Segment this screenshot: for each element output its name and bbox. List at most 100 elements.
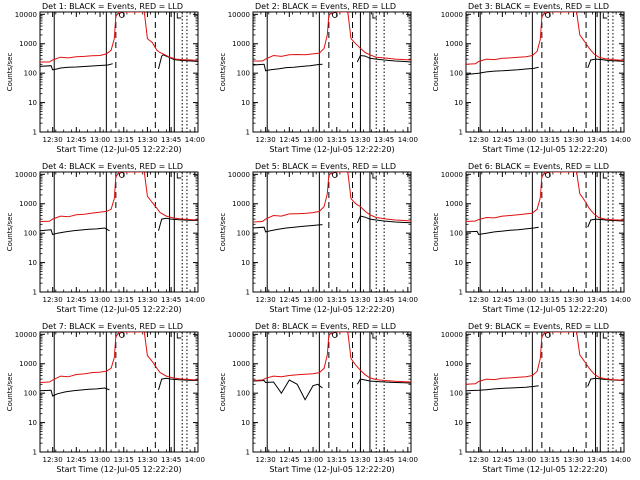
x-axis-label: Start Time (12-Jul-05 12:22:20) bbox=[56, 465, 181, 474]
x-tick-label: 12:30 bbox=[469, 296, 489, 304]
x-tick-label: 13:00 bbox=[516, 296, 536, 304]
y-tick-label: 1000 bbox=[19, 40, 37, 48]
x-tick-label: 13:15 bbox=[327, 296, 347, 304]
x-tick-label: 12:30 bbox=[43, 136, 63, 144]
event-glyph-circle bbox=[331, 332, 338, 338]
y-axis-label: Counts/sec bbox=[6, 213, 14, 252]
event-glyph-bracket bbox=[602, 13, 608, 19]
y-tick-label: 10 bbox=[241, 99, 250, 107]
x-tick-label: 13:00 bbox=[303, 136, 323, 144]
y-tick-label: 10000 bbox=[228, 331, 250, 339]
x-tick-label: 13:45 bbox=[587, 296, 607, 304]
series-line-events bbox=[40, 377, 198, 397]
y-axis-label: Counts/sec bbox=[219, 373, 227, 412]
x-tick-label: 12:45 bbox=[492, 456, 512, 464]
x-tick-label: 13:15 bbox=[540, 296, 560, 304]
x-tick-label: 12:30 bbox=[256, 296, 276, 304]
x-axis-label: Start Time (12-Jul-05 12:22:20) bbox=[482, 305, 607, 314]
x-tick-label: 14:00 bbox=[398, 136, 418, 144]
y-tick-label: 1 bbox=[246, 449, 250, 457]
event-glyph-circle bbox=[331, 172, 338, 178]
series-line-lld bbox=[253, 332, 411, 383]
y-axis-label: Counts/sec bbox=[6, 53, 14, 92]
x-axis-label: Start Time (12-Jul-05 12:22:20) bbox=[482, 465, 607, 474]
x-tick-label: 12:45 bbox=[66, 136, 86, 144]
x-tick-label: 13:30 bbox=[350, 136, 370, 144]
series-line-lld bbox=[466, 12, 624, 65]
x-axis-label: Start Time (12-Jul-05 12:22:20) bbox=[56, 145, 181, 154]
x-tick-label: 12:45 bbox=[279, 136, 299, 144]
series-line-lld bbox=[466, 172, 624, 222]
x-axis-label: Start Time (12-Jul-05 12:22:20) bbox=[269, 305, 394, 314]
event-glyph-bracket bbox=[372, 333, 377, 339]
y-tick-label: 1000 bbox=[445, 200, 463, 208]
x-tick-label: 13:00 bbox=[90, 136, 110, 144]
y-axis-label: Counts/sec bbox=[432, 53, 440, 92]
x-tick-label: 13:45 bbox=[374, 456, 394, 464]
y-tick-label: 100 bbox=[450, 70, 463, 78]
x-tick-label: 12:45 bbox=[279, 296, 299, 304]
x-tick-label: 13:45 bbox=[374, 296, 394, 304]
y-axis-label: Counts/sec bbox=[432, 213, 440, 252]
panel-title: Det 3: BLACK = Events, RED = LLD bbox=[468, 2, 609, 11]
y-tick-label: 1000 bbox=[232, 40, 250, 48]
event-glyph-circle bbox=[544, 172, 551, 178]
chart-panel-det-4: Det 4: BLACK = Events, RED = LLD 1 10 100 10… bbox=[6, 162, 205, 314]
series-line-events bbox=[40, 217, 198, 236]
x-tick-label: 13:45 bbox=[587, 136, 607, 144]
x-tick-label: 13:45 bbox=[587, 456, 607, 464]
y-tick-label: 100 bbox=[237, 390, 250, 398]
y-tick-label: 100 bbox=[450, 230, 463, 238]
y-axis-label: Counts/sec bbox=[6, 373, 14, 412]
y-tick-label: 10000 bbox=[441, 171, 463, 179]
x-tick-label: 13:00 bbox=[303, 296, 323, 304]
x-tick-label: 14:00 bbox=[611, 136, 631, 144]
x-tick-label: 14:00 bbox=[185, 136, 205, 144]
x-tick-label: 13:15 bbox=[114, 136, 134, 144]
panel-title: Det 1: BLACK = Events, RED = LLD bbox=[42, 2, 183, 11]
y-tick-label: 1 bbox=[459, 289, 463, 297]
x-tick-label: 13:45 bbox=[161, 456, 181, 464]
y-tick-label: 100 bbox=[237, 70, 250, 78]
y-tick-label: 10000 bbox=[15, 171, 37, 179]
x-tick-label: 13:15 bbox=[327, 136, 347, 144]
series-line-events bbox=[253, 378, 411, 401]
y-tick-label: 1 bbox=[246, 289, 250, 297]
chart-panel-det-7: Det 7: BLACK = Events, RED = LLD 1 10 100 10… bbox=[6, 322, 205, 474]
y-tick-label: 1 bbox=[459, 449, 463, 457]
event-glyph-circle bbox=[118, 12, 125, 18]
y-tick-label: 1 bbox=[33, 129, 37, 137]
x-axis-label: Start Time (12-Jul-05 12:22:20) bbox=[482, 145, 607, 154]
x-axis-label: Start Time (12-Jul-05 12:22:20) bbox=[56, 305, 181, 314]
panel-title: Det 5: BLACK = Events, RED = LLD bbox=[255, 162, 396, 171]
y-tick-label: 1000 bbox=[232, 200, 250, 208]
chart-panel-det-5: Det 5: BLACK = Events, RED = LLD 1 10 100 10… bbox=[219, 162, 418, 314]
x-tick-label: 13:15 bbox=[540, 456, 560, 464]
chart-panel-det-6: Det 6: BLACK = Events, RED = LLD 1 10 100 10… bbox=[432, 162, 631, 314]
y-tick-label: 1 bbox=[246, 129, 250, 137]
series-line-lld bbox=[40, 332, 198, 383]
plot-frame bbox=[252, 331, 412, 453]
event-glyph-circle bbox=[544, 12, 551, 18]
event-glyph-circle bbox=[544, 332, 551, 338]
chart-panel-det-9: Det 9: BLACK = Events, RED = LLD 1 10 100 10… bbox=[432, 322, 631, 474]
chart-panel-det-2: Det 2: BLACK = Events, RED = LLD 1 10 100 10… bbox=[219, 2, 418, 154]
x-tick-label: 13:30 bbox=[137, 296, 157, 304]
x-tick-label: 13:15 bbox=[327, 456, 347, 464]
y-tick-label: 10000 bbox=[15, 11, 37, 19]
y-tick-label: 100 bbox=[24, 70, 37, 78]
panel-title: Det 7: BLACK = Events, RED = LLD bbox=[42, 322, 183, 331]
event-glyph-circle bbox=[118, 172, 125, 178]
chart-panel-det-1: Det 1: BLACK = Events, RED = LLD 1 10 100 10… bbox=[6, 2, 205, 154]
x-tick-label: 12:30 bbox=[43, 296, 63, 304]
y-tick-label: 1000 bbox=[19, 200, 37, 208]
x-tick-label: 12:30 bbox=[43, 456, 63, 464]
x-tick-label: 14:00 bbox=[611, 296, 631, 304]
x-tick-label: 13:45 bbox=[161, 136, 181, 144]
x-tick-label: 13:45 bbox=[374, 136, 394, 144]
x-tick-label: 14:00 bbox=[185, 296, 205, 304]
x-tick-label: 12:45 bbox=[492, 136, 512, 144]
y-tick-label: 10 bbox=[28, 259, 37, 267]
x-tick-label: 12:45 bbox=[66, 296, 86, 304]
x-tick-label: 12:45 bbox=[492, 296, 512, 304]
